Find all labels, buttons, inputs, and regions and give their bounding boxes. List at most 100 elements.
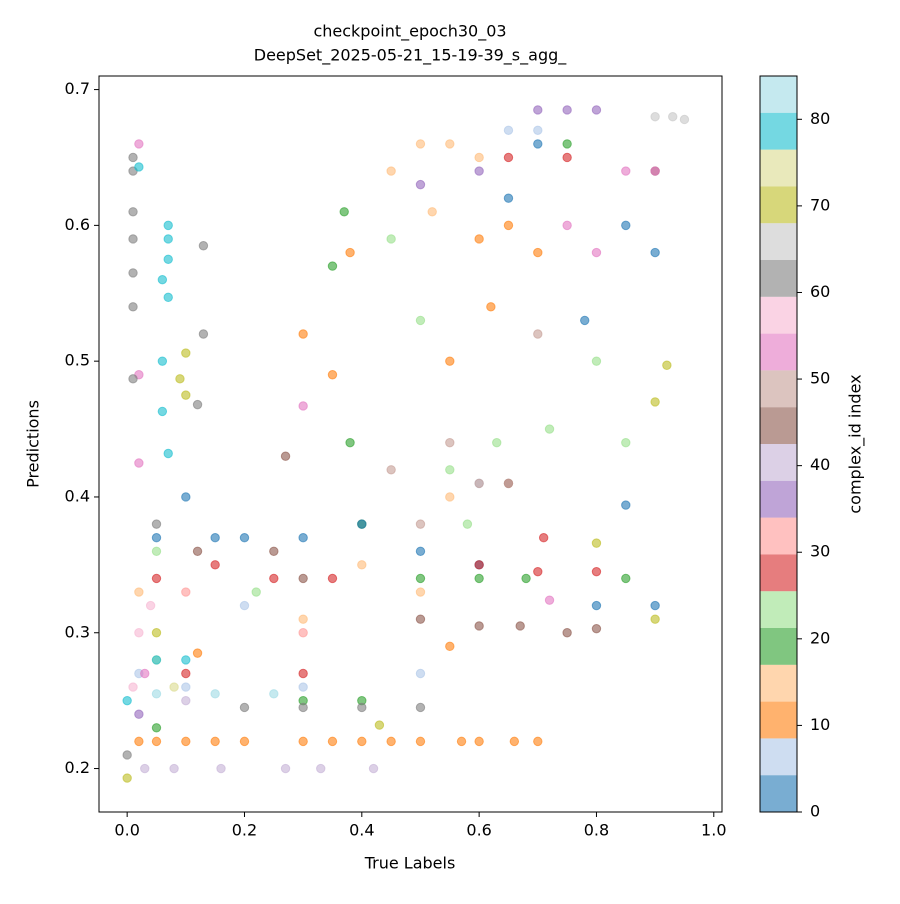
colorbar-segment — [760, 223, 797, 260]
point — [128, 268, 138, 278]
point — [239, 600, 250, 611]
colorbar-segment — [760, 76, 797, 113]
point — [181, 655, 191, 665]
point — [163, 220, 173, 231]
point — [122, 695, 132, 706]
colorbar-tick-label: 50 — [810, 369, 830, 388]
point — [562, 628, 572, 638]
colorbar-tick-label: 20 — [810, 628, 830, 647]
x-axis-label: True Labels — [364, 854, 456, 873]
point — [298, 628, 308, 638]
point — [374, 720, 385, 730]
point — [298, 682, 308, 692]
point — [122, 773, 132, 783]
point — [357, 519, 367, 529]
point — [134, 736, 144, 747]
point — [151, 689, 162, 699]
x-tick-label: 0.6 — [466, 821, 491, 840]
point — [169, 763, 179, 774]
point — [192, 399, 203, 410]
point — [239, 702, 250, 713]
point — [562, 152, 572, 163]
point — [650, 166, 660, 176]
point — [650, 112, 660, 122]
x-tick-label: 1.0 — [701, 821, 726, 840]
point — [621, 166, 631, 176]
point — [157, 356, 168, 366]
x-tick-label: 0.4 — [349, 821, 374, 840]
point — [415, 546, 426, 556]
point — [415, 736, 426, 747]
point — [134, 628, 144, 638]
point — [327, 573, 338, 584]
point — [668, 112, 678, 122]
colorbar-segment — [760, 554, 797, 592]
point — [298, 668, 308, 679]
point — [140, 763, 150, 774]
point — [474, 478, 484, 489]
point — [327, 736, 338, 747]
point — [415, 614, 426, 624]
point — [591, 600, 602, 611]
point — [134, 458, 144, 468]
point — [415, 668, 426, 679]
colorbar-segment — [760, 407, 797, 444]
point — [128, 207, 138, 217]
y-tick-label: 0.3 — [65, 622, 90, 641]
point — [533, 329, 543, 339]
point — [503, 193, 514, 203]
colorbar-segment — [760, 664, 797, 702]
point — [122, 750, 132, 760]
point — [269, 573, 279, 584]
colorbar-segment — [760, 480, 797, 518]
point — [163, 234, 173, 244]
point — [621, 220, 631, 231]
point — [251, 587, 261, 597]
plot-area — [122, 105, 690, 783]
point — [515, 621, 525, 631]
colorbar-segment — [760, 775, 797, 812]
point — [357, 560, 367, 570]
point — [445, 492, 455, 502]
point — [163, 254, 173, 265]
point — [492, 437, 502, 448]
point — [544, 424, 555, 434]
point — [151, 519, 162, 529]
point — [533, 247, 543, 258]
point — [345, 437, 355, 448]
point — [386, 465, 396, 475]
point — [462, 519, 473, 529]
colorbar-segment — [760, 149, 797, 187]
point — [357, 702, 367, 713]
colorbar-segment — [760, 738, 797, 776]
point — [445, 641, 455, 652]
point — [151, 546, 162, 556]
point — [128, 302, 138, 312]
point — [181, 492, 191, 502]
point — [650, 600, 660, 611]
plot-frame — [98, 75, 723, 813]
point — [327, 370, 338, 380]
point — [140, 668, 150, 679]
point — [181, 736, 191, 747]
point — [128, 152, 138, 163]
point — [474, 152, 484, 163]
point — [503, 125, 514, 136]
point — [621, 500, 631, 510]
y-tick-label: 0.7 — [65, 79, 90, 98]
point — [134, 162, 144, 172]
point — [157, 406, 168, 417]
point — [298, 614, 308, 624]
colorbar — [760, 76, 797, 812]
point — [280, 451, 291, 461]
point — [386, 736, 396, 747]
point — [181, 587, 191, 597]
point — [679, 114, 690, 125]
colorbar-segment — [760, 112, 797, 150]
colorbar-tick-label: 80 — [810, 109, 830, 128]
colorbar-segment — [760, 333, 797, 371]
colorbar-segment — [760, 591, 797, 628]
point — [509, 736, 520, 747]
point — [134, 709, 144, 719]
point — [345, 247, 355, 258]
